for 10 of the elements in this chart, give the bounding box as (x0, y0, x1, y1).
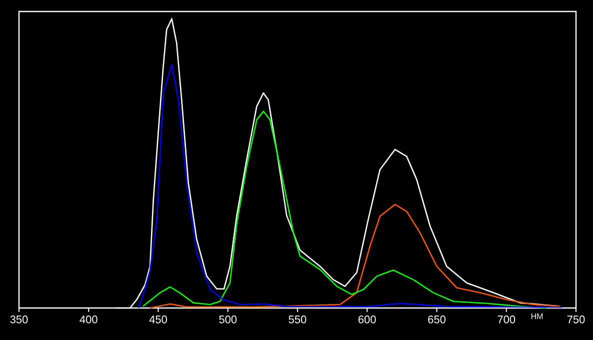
x-tick-label: 750 (567, 316, 585, 324)
x-tick-label: 450 (149, 316, 167, 324)
x-tick-label: 500 (219, 316, 237, 324)
x-tick-label: 400 (80, 316, 98, 324)
x-tick-label: 600 (358, 316, 376, 324)
x-tick-label: 650 (428, 316, 446, 324)
x-tick-label: 700 (498, 316, 516, 324)
x-axis-title: НМ (531, 314, 543, 320)
x-tick-label: 350 (10, 316, 28, 324)
x-tick-label: 550 (288, 316, 306, 324)
